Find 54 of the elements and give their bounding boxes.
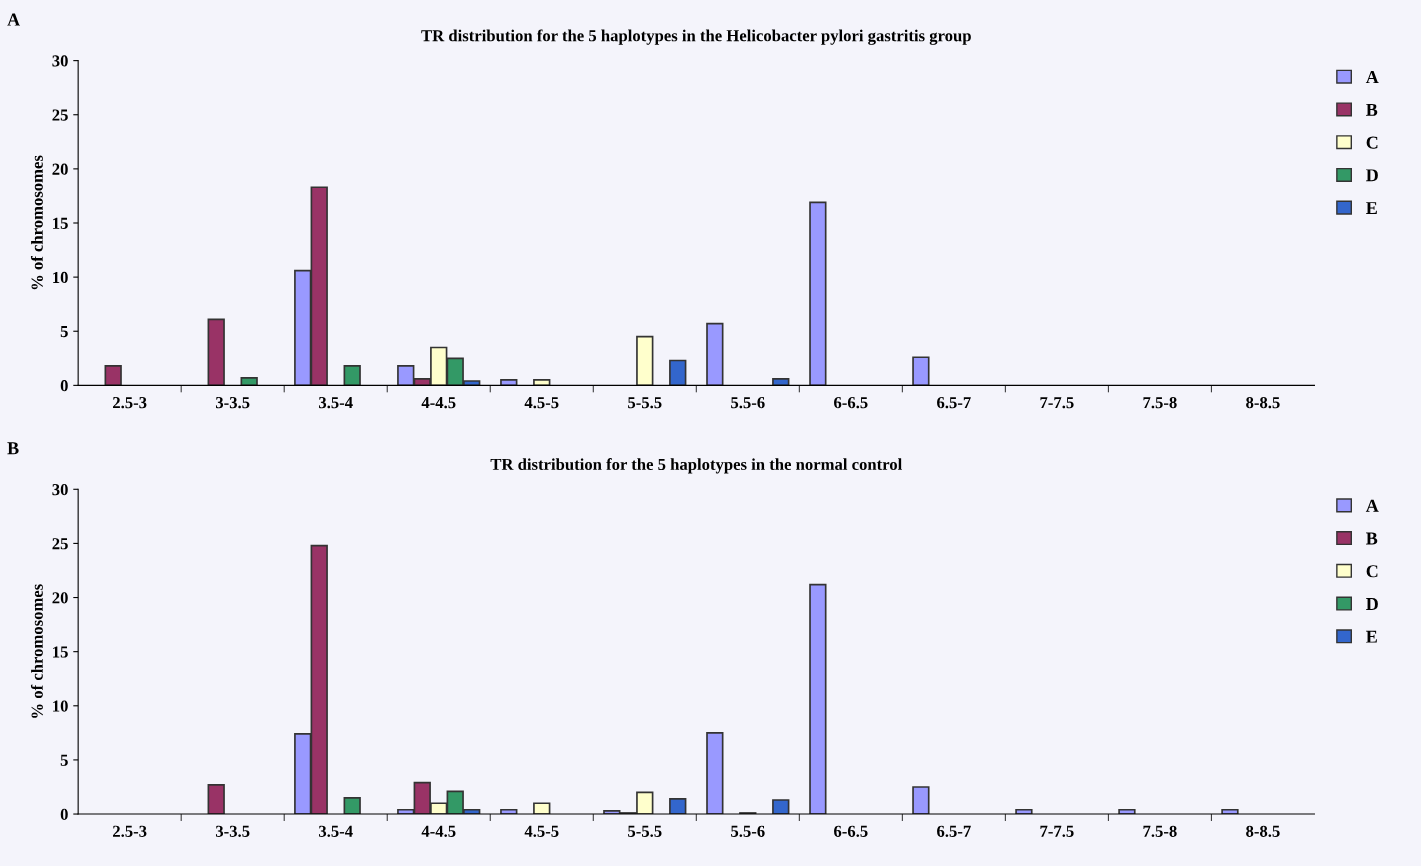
- legend-label: D: [1366, 598, 1378, 610]
- chart-title: TR distribution for the 5 haplotypes in the normal control: [490, 458, 902, 474]
- legend-label: A: [1365, 499, 1379, 512]
- y-tick-label: 10: [53, 271, 68, 284]
- x-tick-label: 5-5.5: [628, 825, 662, 837]
- y-axis-title: % of chromosomes: [30, 584, 43, 718]
- x-tick-label: 4-4.5: [421, 397, 456, 409]
- x-tick-label: 8-8.5: [1246, 396, 1280, 409]
- x-tick-label: 6.5-7: [937, 397, 971, 409]
- x-tick-label: 5-5.5: [628, 397, 662, 409]
- y-tick-label: 15: [53, 646, 68, 658]
- text: B: [7, 442, 19, 455]
- y-axis-title: % of chromosomes: [30, 155, 43, 290]
- y-tick-label: 30: [52, 483, 68, 496]
- legend-label: B: [1366, 532, 1378, 545]
- legend-label: C: [1366, 136, 1378, 149]
- x-tick-label: 2.5-3: [113, 825, 147, 837]
- x-tick-label: 4.5-5: [524, 825, 559, 837]
- legend-label: E: [1366, 630, 1377, 643]
- y-tick-label: 0: [60, 380, 68, 392]
- x-tick-label: 5.5-6: [731, 397, 765, 409]
- text: A: [7, 13, 21, 26]
- x-tick-label: 7-7.5: [1040, 825, 1074, 837]
- x-tick-label: 5.5-6: [731, 825, 765, 837]
- x-tick-label: 7-7.5: [1040, 397, 1074, 409]
- x-tick-label: 6-6.5: [834, 825, 868, 837]
- x-tick-label: 3.5-4: [318, 825, 353, 837]
- x-tick-label: 6.5-7: [937, 825, 971, 837]
- x-tick-label: 3.5-4: [318, 397, 353, 409]
- legend-label: E: [1366, 202, 1377, 214]
- x-tick-label: 3-3.5: [215, 825, 250, 837]
- y-tick-label: 20: [52, 592, 68, 604]
- y-tick-label: 15: [53, 217, 68, 229]
- y-tick-label: 5: [60, 326, 68, 338]
- legend-label: D: [1366, 169, 1378, 182]
- y-tick-label: 0: [60, 808, 68, 820]
- chart-title: TR distribution for the 5 haplotypes in the Helicobacter pylori gastritis group: [421, 29, 971, 45]
- x-tick-label: 4.5-5: [524, 397, 559, 409]
- legend-label: C: [1366, 565, 1378, 578]
- x-tick-label: 4-4.5: [421, 825, 456, 837]
- y-tick-label: 30: [52, 55, 68, 67]
- legend-label: B: [1366, 103, 1378, 116]
- legend-label: A: [1365, 71, 1379, 84]
- y-tick-label: 20: [52, 163, 68, 175]
- y-tick-label: 25: [52, 109, 68, 121]
- x-tick-label: 2.5-3: [113, 397, 147, 409]
- x-tick-label: 7.5-8: [1143, 396, 1177, 409]
- x-tick-label: 8-8.5: [1246, 825, 1280, 837]
- y-tick-label: 25: [52, 538, 68, 550]
- y-tick-label: 10: [53, 700, 68, 712]
- y-tick-label: 5: [60, 754, 68, 766]
- x-tick-label: 7.5-8: [1143, 825, 1177, 837]
- x-tick-label: 3-3.5: [215, 397, 250, 409]
- x-tick-label: 6-6.5: [834, 397, 868, 409]
